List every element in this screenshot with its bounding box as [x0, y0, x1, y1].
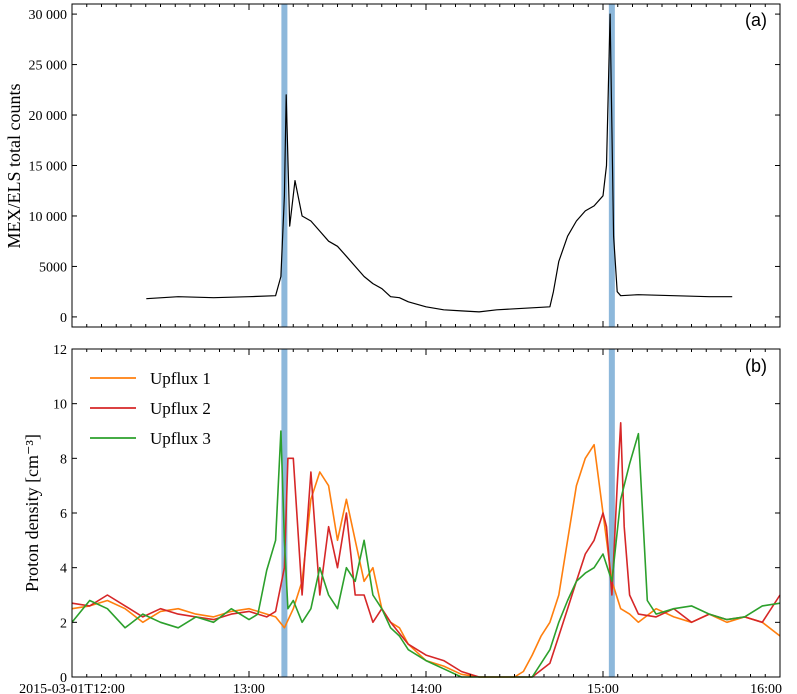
panel-b-lines	[71, 421, 781, 678]
panel-a-ytick-label: 25 000	[29, 59, 68, 74]
legend-label-upflux-1: Upflux 1	[150, 369, 211, 388]
panel-b-xticks: 2015-03-01T12:00 13:00 14:00 15:00 16:00	[19, 349, 782, 694]
panel-a-ytick-label: 20 000	[29, 109, 68, 124]
legend-label-upflux-3: Upflux 3	[150, 429, 211, 448]
panel-b-highlight-2	[608, 349, 615, 677]
panel-a-frame	[71, 3, 781, 328]
panel-b-xtick-label: 13:00	[233, 682, 265, 694]
panel-b-ytick-label: 4	[60, 562, 67, 577]
panel-a-ytick-label: 15 000	[29, 160, 68, 175]
panel-b-ytick-label: 10	[53, 398, 67, 413]
panel-a-ytick-label: 30 000	[29, 8, 68, 23]
legend-label-upflux-2: Upflux 2	[150, 399, 211, 418]
panel-b-ytick-label: 12	[53, 343, 67, 358]
panel-a-ylabel: MEX/ELS total counts	[4, 84, 24, 249]
panel-b-series-1-line	[71, 443, 781, 678]
panel-b-yticks: 0 2 4 6 8 10 12	[53, 343, 780, 686]
panel-b: 0 2 4 6 8 10 12 2015-03-01T12:00 13:00 14:00 15:0…	[19, 343, 782, 694]
panel-b-ytick-label: 0	[60, 671, 67, 686]
panel-a-yticks: 0 5000 10 000 15 000 20 000 25 000 30 000	[29, 8, 780, 326]
panel-a-lines	[146, 13, 733, 313]
panel-b-xtick-label: 15:00	[587, 682, 619, 694]
panel-a-highlights	[281, 4, 615, 327]
panel-b-xtick-label: 2015-03-01T12:00	[19, 682, 125, 694]
panel-b-xtick-label: 14:00	[410, 682, 442, 694]
panel-b-highlight-1	[281, 349, 288, 677]
panel-b-xtick-label: 16:00	[750, 682, 782, 694]
panel-b-series-2-line	[71, 421, 781, 678]
panel-a-xticks	[71, 4, 781, 327]
panel-b-series-3-line	[71, 430, 781, 678]
panel-a-tag: (a)	[745, 10, 767, 30]
panel-b-ytick-label: 8	[60, 452, 67, 467]
panel-b-highlights	[281, 349, 615, 677]
panel-a-highlight-2	[608, 4, 615, 327]
panel-b-ytick-label: 2	[60, 616, 67, 631]
panel-a-ytick-label: 10 000	[29, 210, 68, 225]
panel-b-ylabel: Proton density [cm⁻³]	[22, 434, 42, 592]
panel-a-series-1-line	[146, 13, 733, 313]
legend: Upflux 1 Upflux 2 Upflux 3	[90, 369, 211, 448]
panel-b-tag: (b)	[745, 356, 767, 376]
panel-a-ytick-label: 5000	[39, 260, 67, 275]
panel-b-ytick-label: 6	[60, 507, 67, 522]
panel-a-ytick-label: 0	[60, 311, 67, 326]
